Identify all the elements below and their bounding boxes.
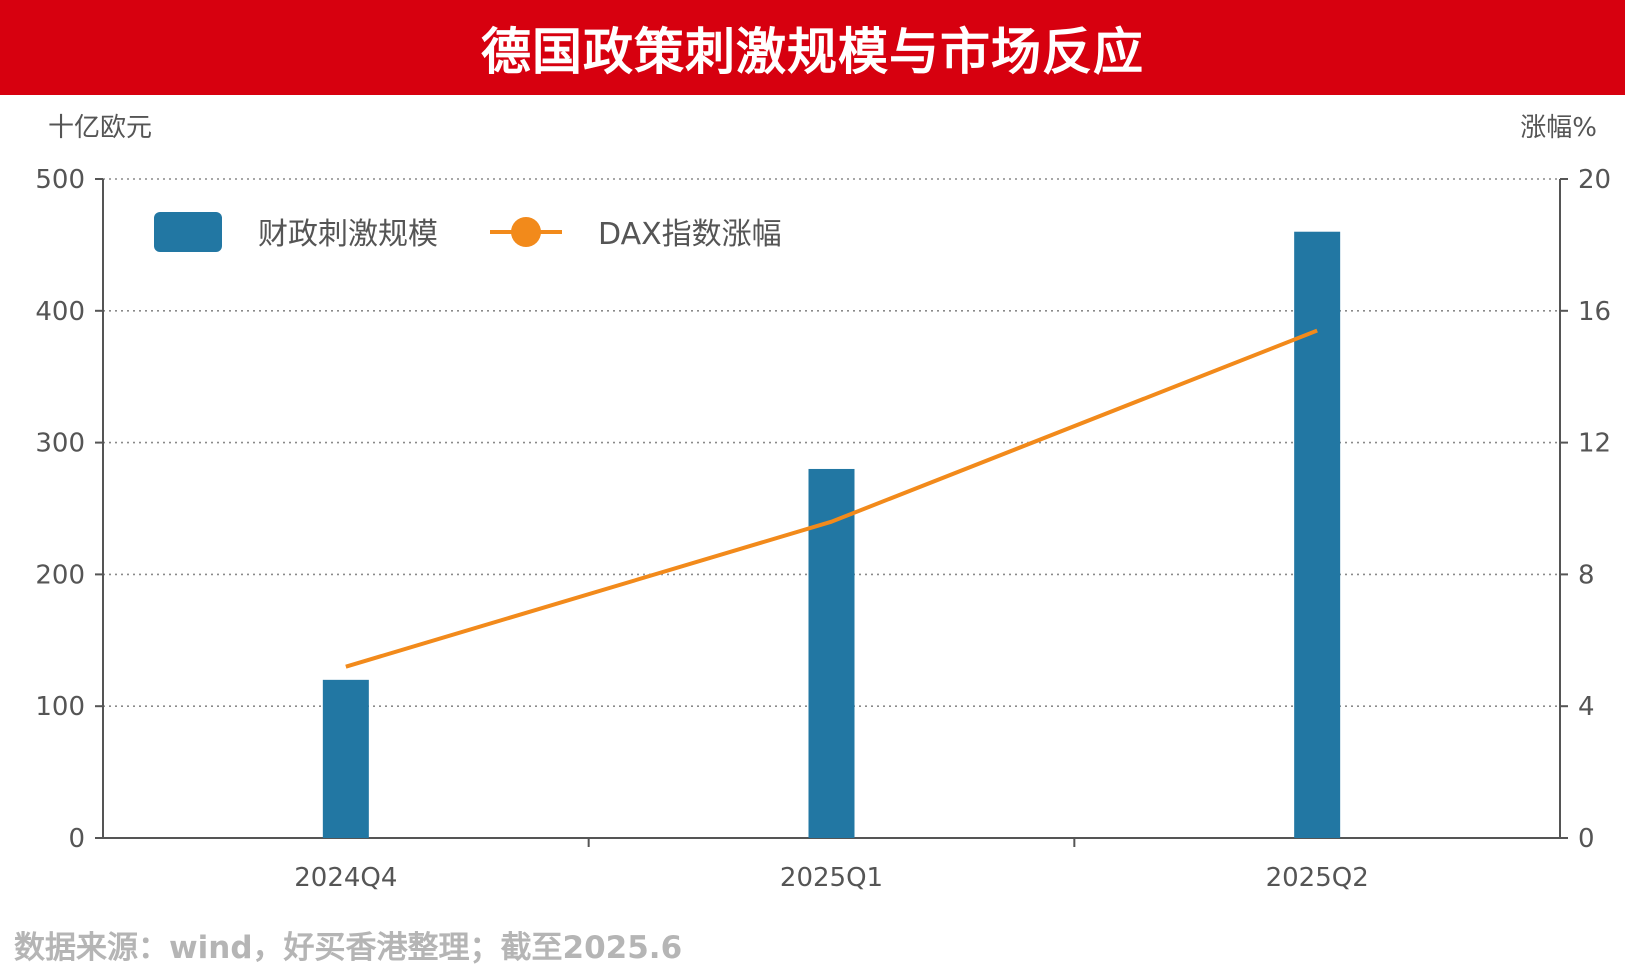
legend-line-label: DAX指数涨幅 [598, 217, 782, 252]
y-right-tick-label: 0 [1578, 824, 1595, 854]
y-right-axis-title: 涨幅% [1520, 113, 1597, 143]
y-right-tick-label: 20 [1578, 165, 1611, 195]
legend: 财政刺激规模 DAX指数涨幅 [154, 212, 782, 252]
legend-bar-label: 财政刺激规模 [258, 217, 438, 252]
y-left-tick-label: 200 [35, 560, 85, 590]
y-right-tick-label: 12 [1578, 429, 1611, 459]
bar-series [322, 231, 1341, 839]
y-left-tick-label: 100 [35, 692, 85, 722]
combo-chart: 0 100 200 300 400 500 0 4 8 12 16 20 2024Q4 2025Q1 202… [35, 113, 1611, 893]
axis-labels: 0 100 200 300 400 500 0 4 8 12 16 20 2024Q4 2025Q1 202… [35, 113, 1611, 893]
legend-line-marker [511, 217, 541, 247]
legend-bar-swatch [154, 212, 222, 252]
bar [808, 468, 855, 838]
y-right-tick-label: 4 [1578, 692, 1595, 722]
chart-title: 德国政策刺激规模与市场反应 [481, 22, 1144, 81]
y-right-tick-label: 8 [1578, 560, 1595, 590]
y-left-axis-title: 十亿欧元 [48, 113, 152, 143]
y-left-tick-label: 400 [35, 297, 85, 327]
source-note: 数据来源：wind，好买香港整理；截至2025.6 [14, 930, 683, 966]
y-right-tick-label: 16 [1578, 297, 1611, 327]
series-line [345, 328, 1318, 669]
bar [322, 679, 369, 838]
line-series [345, 328, 1318, 669]
x-tick-label: 2024Q4 [294, 863, 397, 893]
x-tick-label: 2025Q1 [780, 863, 883, 893]
title-bar: 德国政策刺激规模与市场反应 [0, 0, 1625, 95]
y-left-tick-label: 500 [35, 165, 85, 195]
y-left-tick-label: 300 [35, 429, 85, 459]
bar [1294, 231, 1341, 839]
x-tick-label: 2025Q2 [1266, 863, 1369, 893]
y-left-tick-label: 0 [68, 824, 85, 854]
